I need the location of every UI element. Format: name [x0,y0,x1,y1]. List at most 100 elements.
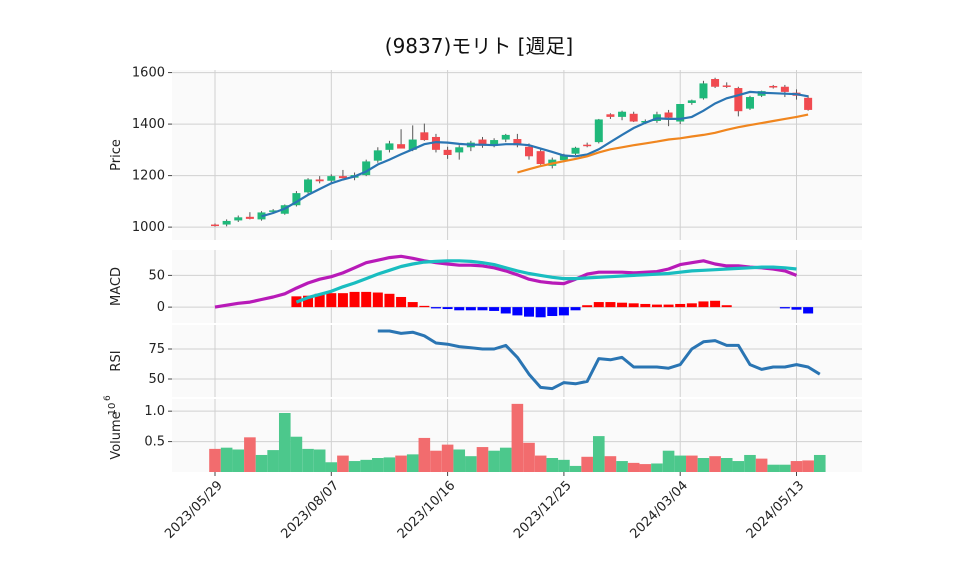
volume-bar [406,454,419,472]
macd-histogram-bar [337,293,348,308]
y-axis-label: Price [109,139,124,171]
x-tick-label: 2023/12/25 [511,478,575,542]
volume-bar [779,464,791,472]
x-tick-label: 2023/10/16 [395,478,459,542]
y-axis-label-exponent: 10 [107,403,118,416]
candle-body [618,111,627,117]
volume-bar [278,412,291,472]
volume-bar [651,463,663,472]
volume-bar [686,455,698,472]
volume-bar [395,455,407,472]
macd-histogram-bar [361,291,372,308]
volume-bar [499,447,512,472]
volume-bar [604,456,617,472]
macd-histogram-bar [326,293,337,308]
volume-bar [232,449,245,472]
macd-histogram-bar [314,293,325,308]
macd-histogram-bar [686,303,697,308]
macd-histogram-bar [477,307,488,311]
y-axis-label-exponent-power: 6 [103,395,113,401]
macd-histogram-bar [558,307,569,316]
candle-body [245,216,254,219]
volume-bar [383,457,396,472]
macd-histogram-bar [430,307,441,309]
macd-histogram-bar [372,292,383,308]
candle-body [397,144,406,149]
candle-body [490,140,499,146]
volume-bar [790,461,803,472]
candle-body [420,132,429,141]
y-tick-label: 0.5 [144,435,165,450]
volume-bar [813,454,826,472]
candle-body [699,83,708,99]
candle-body [571,147,580,154]
x-tick-label: 2024/05/13 [744,478,808,542]
macd-line [214,254,798,309]
candle-body [501,134,510,140]
macd-histogram-bar [675,303,686,308]
volume-bar [244,437,256,472]
volume-bar [209,448,221,472]
macd-histogram-bar [465,307,476,311]
macd-histogram-bar [803,307,814,314]
x-tick-label: 2023/08/07 [279,478,343,542]
candle-body [443,149,452,155]
macd-histogram-bar [779,307,790,309]
candle-body [583,144,592,147]
candle-body [362,161,371,176]
candle-body [455,147,464,153]
volume-bar [255,454,268,472]
candle-body [211,224,219,227]
macd-histogram-bar [617,302,628,308]
y-tick-label: 50 [148,268,165,283]
candle-body [292,193,301,206]
macd-histogram-bar [651,304,662,308]
y-axis-label: Volume [109,411,124,459]
volume-bar [290,436,303,472]
macd-histogram-bar [593,302,604,308]
candle-body [734,88,743,112]
volume-bar [709,456,721,472]
volume-bar [720,458,733,472]
candle-body [234,217,243,221]
macd-histogram-bar [640,303,651,308]
volume-bar [732,461,745,472]
volume-bar [360,459,372,472]
macd-histogram-bar [628,303,639,308]
volume-bar [534,455,547,472]
y-tick-label: 1.0 [144,404,165,419]
candle-body [315,179,324,182]
macd-histogram-bar [547,307,558,317]
macd-histogram-bar [512,307,523,316]
macd-histogram-bar [407,302,418,308]
macd-histogram-bar [698,301,709,308]
candle-body [594,119,603,143]
volume-bar [662,450,675,472]
macd-histogram-bar [535,307,546,318]
volume-bar [581,456,593,472]
macd-histogram-bar [663,304,674,308]
macd-histogram-bar [721,305,732,308]
candle-body [385,143,394,150]
candle-body [606,114,615,117]
macd-histogram-bar [442,307,453,310]
y-tick-label: 0 [157,300,165,315]
volume-bar [302,448,314,472]
candle-body [629,113,638,122]
macd-histogram-bar [791,307,802,310]
candle-body [222,220,231,225]
candle-body [804,97,813,110]
candle-body [525,146,534,157]
moving-average-long-line [517,113,809,174]
x-tick-label: 2024/03/04 [627,478,691,542]
candle-body [559,155,568,161]
candle-body [431,136,440,150]
macd-histogram-bar [570,307,581,311]
macd-histogram-bar [582,305,593,308]
volume-bar [616,461,628,472]
volume-bar [372,458,384,472]
y-tick-label: 75 [148,342,165,357]
macd-histogram-bar [349,291,360,308]
candle-body [711,79,720,87]
candle-body [338,176,347,179]
